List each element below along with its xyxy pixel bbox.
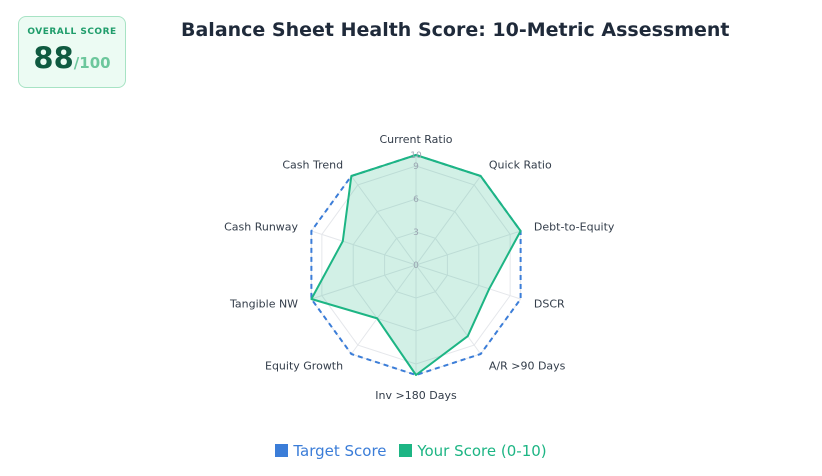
chart-legend: Target Score Your Score (0-10) [0, 442, 822, 460]
legend-item-your-score[interactable]: Your Score (0-10) [399, 442, 547, 460]
chart-title: Balance Sheet Health Score: 10-Metric As… [181, 19, 730, 41]
axis-label: DSCR [534, 297, 565, 310]
legend-label-target: Target Score [293, 442, 387, 460]
radial-tick-label: 10 [410, 151, 422, 161]
radar-spoke [350, 175, 417, 266]
radial-tick-label: 3 [413, 228, 419, 238]
legend-swatch-target [275, 444, 289, 457]
radar-spoke [415, 175, 482, 266]
axis-label: Cash Trend [282, 159, 343, 172]
axis-label: Tangible NW [229, 297, 298, 310]
radar-spoke [415, 264, 482, 355]
axis-label: Current Ratio [379, 133, 452, 146]
axis-label: Cash Runway [224, 221, 298, 234]
legend-label-your-score: Your Score (0-10) [417, 442, 547, 460]
radar-spoke [311, 230, 417, 266]
radial-tick-label: 0 [413, 261, 419, 271]
overall-score-label: OVERALL SCORE [27, 27, 117, 37]
radar-spoke [311, 264, 417, 300]
radar-chart: 0 3 6 910 Current Ratio Quick Ratio Debt-to-Eq… [224, 133, 615, 402]
axis-label: Quick Ratio [489, 159, 552, 172]
axis-label: Debt-to-Equity [534, 221, 615, 234]
your-score-series [310, 154, 522, 376]
legend-item-target[interactable]: Target Score [275, 442, 387, 460]
overall-score-value: 88 [33, 41, 74, 75]
radar-spoke [415, 264, 521, 300]
radar-spoke [415, 230, 521, 266]
radar-spoke [350, 264, 417, 355]
legend-swatch-your-score [399, 444, 413, 457]
overall-score-row: 88/100 [19, 41, 125, 75]
axis-label: A/R >90 Days [489, 359, 566, 372]
axis-label: Inv >180 Days [375, 389, 457, 402]
axis-label: Equity Growth [265, 359, 343, 372]
overall-score-card: OVERALL SCORE 88/100 [18, 16, 126, 88]
overall-score-max: /100 [73, 54, 111, 72]
radial-tick-label: 6 [413, 195, 419, 205]
radial-tick-label: 9 [413, 162, 419, 172]
